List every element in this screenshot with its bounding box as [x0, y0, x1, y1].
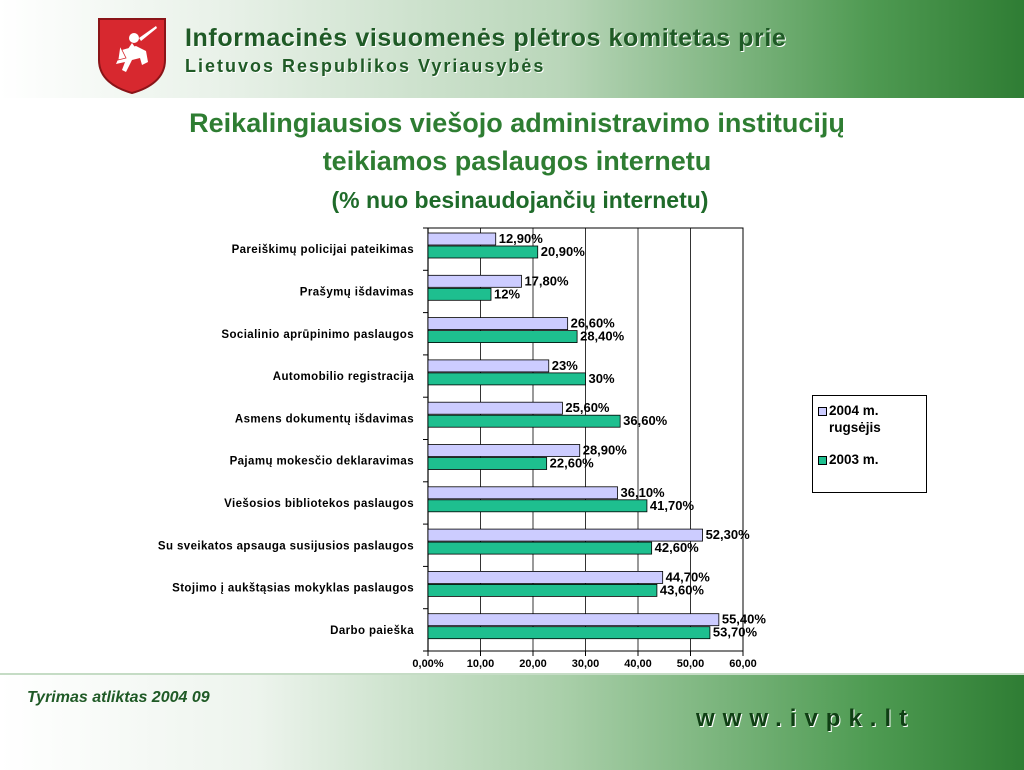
data-label-2003-9: 53,70% — [713, 625, 758, 640]
bar-2004-2 — [427, 317, 569, 331]
category-label-1: Prašymų išdavimas — [300, 286, 414, 298]
bar-2004-8 — [427, 571, 664, 584]
data-label-2004-3: 23% — [552, 358, 578, 373]
data-label-2004-1: 17,80% — [524, 273, 569, 288]
category-label-9: Darbo paieška — [330, 625, 414, 637]
data-label-2004-9: 55,40% — [722, 612, 767, 627]
bar-2003-1 — [427, 287, 492, 301]
bar-2003-3 — [427, 372, 586, 386]
header-banner: Informacinės visuomenės plėtros komiteta… — [0, 0, 1024, 98]
data-label-2004-6: 36,10% — [621, 485, 666, 500]
data-label-2003-2: 28,40% — [580, 329, 625, 344]
x-tick-label-0: 0,00% — [412, 658, 443, 670]
lithuanian-vytis-crest-icon — [98, 18, 166, 94]
survey-date-note: Tyrimas atliktas 2004 09 — [27, 689, 210, 706]
website-link[interactable]: www.ivpk.lt — [696, 705, 916, 732]
slide-title: Reikalingiausios viešojo administravimo … — [0, 104, 1024, 180]
bar-2003-9 — [427, 626, 711, 640]
organization-name-line2: Lietuvos Respublikos Vyriausybės — [185, 56, 546, 76]
category-label-6: Viešosios bibliotekos paslaugos — [224, 498, 414, 510]
bar-2003-4 — [427, 414, 621, 428]
category-label-8: Stojimo į aukštąsias mokyklas paslaugos — [172, 583, 414, 595]
bar-2003-8 — [427, 584, 658, 597]
data-label-2003-4: 36,60% — [623, 413, 668, 428]
bar-2004-1 — [427, 274, 522, 288]
bar-2004-5 — [427, 444, 581, 457]
data-label-2003-3: 30% — [589, 371, 615, 386]
category-label-7: Su sveikatos apsauga susijusios paslaugo… — [158, 540, 414, 552]
data-label-2004-7: 52,30% — [706, 527, 751, 542]
data-label-2004-5: 28,90% — [583, 443, 628, 458]
organization-name-line1: Informacinės visuomenės plėtros komiteta… — [185, 24, 787, 52]
bar-2004-0 — [427, 232, 497, 246]
legend-swatch-2004 — [818, 407, 827, 416]
bar-2004-3 — [427, 359, 550, 373]
category-label-2: Socialinio aprūpinimo paslaugos — [221, 329, 414, 341]
bar-2004-9 — [427, 613, 720, 627]
legend-label-2004-line2: rugsėjis — [829, 420, 881, 435]
data-label-2004-2: 26,60% — [571, 316, 616, 331]
legend-swatch-2003 — [818, 456, 827, 465]
data-label-2003-8: 43,60% — [660, 582, 705, 597]
category-label-4: Asmens dokumentų išdavimas — [235, 413, 414, 425]
slide-title-line1: Reikalingiausios viešojo administravimo … — [189, 108, 845, 138]
chart-legend: 2004 m. rugsėjis 2003 m. — [812, 395, 927, 493]
data-label-2004-0: 12,90% — [499, 231, 544, 246]
data-label-2003-1: 12% — [494, 286, 520, 301]
bar-2003-0 — [427, 245, 539, 259]
data-label-2003-0: 20,90% — [541, 244, 586, 259]
footer-banner — [0, 673, 1024, 770]
legend-label-2003: 2003 m. — [829, 452, 879, 467]
bar-2004-6 — [427, 486, 618, 500]
legend-label-2004-line1: 2004 m. — [829, 403, 879, 418]
slide-title-line2: teikiamos paslaugos internetu — [322, 146, 712, 176]
bar-2003-2 — [427, 330, 578, 344]
legend-label-2004: 2004 m. rugsėjis — [829, 402, 881, 436]
category-label-0: Pareiškimų policijai pateikimas — [232, 244, 414, 256]
category-label-5: Pajamų mokesčio deklaravimas — [230, 456, 414, 468]
data-label-2003-7: 42,60% — [655, 540, 700, 555]
bar-2003-7 — [427, 541, 653, 555]
data-label-2003-5: 22,60% — [550, 456, 595, 471]
bar-2003-5 — [427, 457, 548, 470]
data-label-2003-6: 41,70% — [650, 498, 695, 513]
bar-2004-4 — [427, 401, 563, 415]
category-label-3: Automobilio registracija — [273, 371, 414, 383]
data-label-2004-4: 25,60% — [565, 400, 610, 415]
data-label-2004-8: 44,70% — [666, 569, 711, 584]
slide-subtitle: (% nuo besinaudojančių internetu) — [331, 187, 709, 213]
bar-2004-7 — [427, 528, 703, 542]
bar-2003-6 — [427, 499, 648, 513]
